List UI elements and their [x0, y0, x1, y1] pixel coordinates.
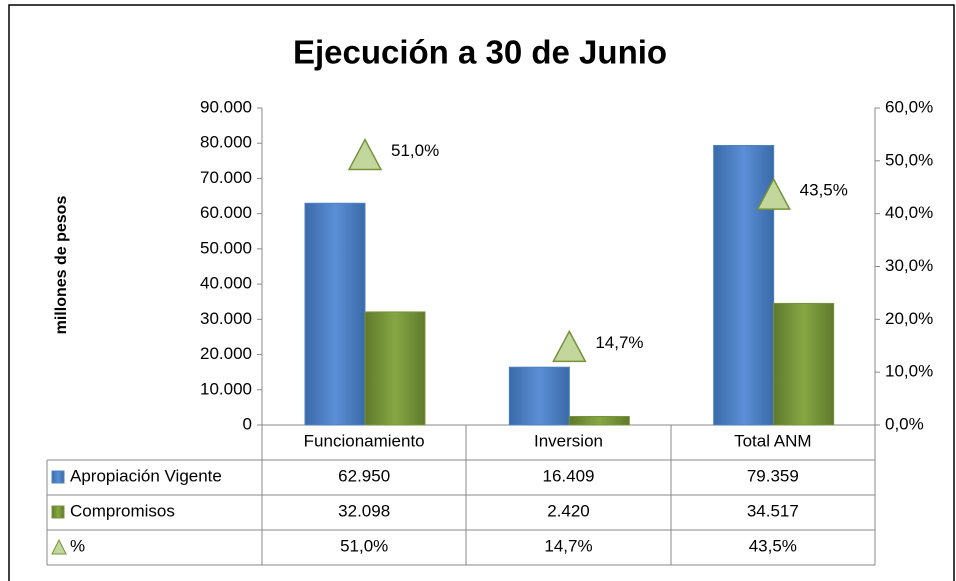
- marker: [756, 177, 791, 210]
- frame: [8, 4, 955, 581]
- y-tick-label: 0: [243, 414, 252, 433]
- y2-tick-label: 10,0%: [885, 362, 933, 381]
- table-cell: 16.409: [543, 466, 595, 485]
- table-cell: 43,5%: [749, 536, 797, 555]
- bar: [568, 415, 630, 426]
- table-cell: 51,0%: [340, 536, 388, 555]
- legend-key: [51, 538, 67, 555]
- y2-tick-label: 20,0%: [885, 309, 933, 328]
- x-tick-label: Funcionamiento: [304, 431, 425, 450]
- data-label: 43,5%: [800, 181, 848, 200]
- marker: [347, 137, 383, 171]
- y-axis-label: millones de pesos: [53, 196, 70, 335]
- legend-label: %: [70, 536, 85, 555]
- data-label: 14,7%: [595, 333, 643, 352]
- marker: [552, 329, 587, 363]
- table-cell: 34.517: [747, 501, 799, 520]
- y2-tick-label: 30,0%: [885, 256, 933, 275]
- bar: [713, 144, 775, 426]
- table-cell: 62.950: [338, 466, 390, 485]
- y-tick-label: 10.000: [200, 379, 252, 398]
- y-tick-label: 90.000: [200, 97, 252, 116]
- x-tick-label: Total ANM: [734, 431, 811, 450]
- y-tick-label: 60.000: [200, 203, 252, 222]
- table-cell: 32.098: [338, 501, 390, 520]
- legend-label: Compromisos: [70, 501, 175, 520]
- y-tick-label: 80.000: [200, 133, 252, 152]
- legend-label: Apropiación Vigente: [70, 466, 222, 485]
- data-label: 51,0%: [391, 141, 439, 160]
- x-tick-label: Inversion: [534, 431, 603, 450]
- y-tick-label: 40.000: [200, 274, 252, 293]
- legend-key: [51, 505, 65, 519]
- y2-tick-label: 60,0%: [885, 97, 933, 116]
- y-tick-label: 50.000: [200, 238, 252, 257]
- table-cell: 2.420: [547, 501, 590, 520]
- bar: [773, 302, 835, 426]
- y-tick-label: 20.000: [200, 344, 252, 363]
- legend-key: [51, 470, 65, 484]
- y-tick-label: 30.000: [200, 309, 252, 328]
- chart-title: Ejecución a 30 de Junio: [293, 34, 667, 71]
- y2-tick-label: 40,0%: [885, 203, 933, 222]
- bar: [364, 311, 426, 426]
- bar: [304, 202, 366, 426]
- y2-tick-label: 50,0%: [885, 150, 933, 169]
- y2-tick-label: 0,0%: [885, 414, 924, 433]
- bar: [508, 366, 570, 426]
- y-tick-label: 70.000: [200, 168, 252, 187]
- table-cell: 79.359: [747, 466, 799, 485]
- table-cell: 14,7%: [544, 536, 592, 555]
